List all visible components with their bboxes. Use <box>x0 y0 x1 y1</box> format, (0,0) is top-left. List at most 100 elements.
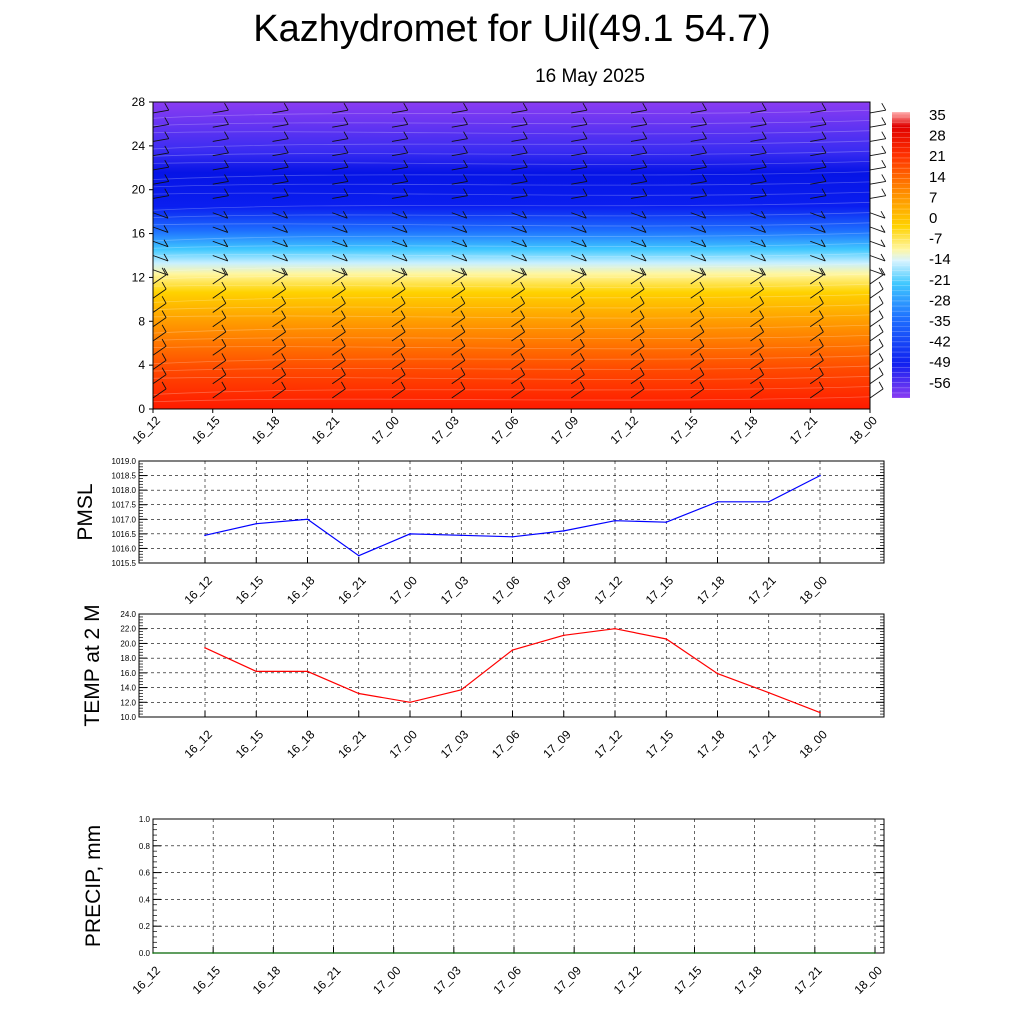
wind-barb-flag <box>818 367 824 375</box>
profile-xtick-label: 17_21 <box>787 413 821 447</box>
wind-barb-flag <box>161 310 167 318</box>
contour-line <box>152 120 871 126</box>
wind-barb-flag <box>579 338 585 347</box>
wind-barb <box>570 345 585 356</box>
wind-barb <box>630 152 647 157</box>
wind-barb <box>511 181 528 185</box>
wind-barb-flag <box>761 268 766 276</box>
wind-barb <box>511 274 525 285</box>
contour-line <box>152 324 871 334</box>
wind-barb-flag <box>221 281 227 290</box>
wind-barb <box>391 255 408 262</box>
wind-barb <box>869 181 886 185</box>
wind-barb <box>809 388 824 399</box>
wind-barb-flag <box>582 188 588 196</box>
wind-barb-flag <box>820 268 826 276</box>
wind-barb <box>272 359 286 370</box>
wind-barb <box>212 123 229 128</box>
wind-barb <box>332 195 349 199</box>
wind-barb <box>212 212 228 219</box>
contour-line <box>152 263 871 273</box>
wind-barb-flag <box>402 210 408 219</box>
wind-barb <box>690 123 707 128</box>
precip-data-point <box>152 952 154 954</box>
wind-barb-flag <box>460 324 466 333</box>
temp-xtick-label: 17_09 <box>540 727 574 761</box>
wind-barb <box>750 345 764 356</box>
wind-barb-flag <box>164 159 170 168</box>
wind-barb-flag <box>460 381 466 390</box>
pmsl-data-point <box>460 534 463 537</box>
wind-barb <box>750 317 764 328</box>
wind-barb-flag <box>283 145 289 154</box>
wind-barb-flag <box>400 310 406 318</box>
contour-line <box>152 253 871 258</box>
wind-barb-flag <box>880 253 886 262</box>
wind-barb-flag <box>818 381 824 390</box>
contour-line <box>152 130 871 135</box>
wind-barb-flag <box>281 381 286 390</box>
wind-barb-flag <box>460 296 466 304</box>
wind-barb-flag <box>221 324 227 333</box>
wind-barb-flag <box>281 353 286 361</box>
wind-barb-flag <box>761 102 767 111</box>
wind-barb-flag <box>878 353 884 361</box>
wind-barb-flag <box>522 102 528 111</box>
wind-barb-flag <box>463 188 468 196</box>
wind-barb-flag <box>342 268 348 276</box>
temp-xtick-label: 16_15 <box>233 727 267 761</box>
wind-barb-flag <box>699 267 705 276</box>
colorbar-label: -42 <box>929 334 951 351</box>
wind-barb <box>570 388 585 399</box>
wind-barb-flag <box>221 296 227 304</box>
temp-xtick-label: 17_15 <box>643 727 677 761</box>
wind-barb-flag <box>223 268 229 276</box>
precip-xtick-label: 16_15 <box>190 963 224 997</box>
wind-barb-flag <box>460 338 466 347</box>
wind-barb <box>152 255 169 262</box>
wind-barb-flag <box>223 239 229 247</box>
wind-barb-flag <box>403 174 409 182</box>
temp-data-point <box>460 688 463 691</box>
colorbar: 35 28 21 14 7 0 -7 -14 -21 -28 -35 -42 -49 -56 <box>892 107 951 399</box>
wind-barb <box>212 269 228 276</box>
wind-barb <box>451 302 466 313</box>
wind-barb-flag <box>881 145 887 154</box>
wind-barb-flag <box>224 102 229 111</box>
wind-barb <box>332 152 349 157</box>
wind-barb <box>750 274 764 285</box>
temp-data-point <box>255 670 258 673</box>
wind-barb <box>272 388 286 399</box>
chart-subtitle: 16 May 2025 <box>535 66 645 87</box>
wind-barb-flag <box>821 174 827 182</box>
wind-barb-flag <box>702 145 707 154</box>
temp-ytick-label: 20.0 <box>120 639 136 648</box>
wind-barb-flag <box>462 210 468 219</box>
precip-data-point <box>693 952 696 954</box>
precip-ytick-label: 0.6 <box>139 869 151 878</box>
wind-barb <box>511 269 527 276</box>
temp-xtick-label: 17_06 <box>489 727 523 761</box>
wind-barb <box>212 374 227 385</box>
wind-barb-flag <box>283 159 289 168</box>
colorbar-label: -28 <box>929 292 951 309</box>
wind-barb <box>869 331 884 342</box>
precip-frame <box>152 818 885 954</box>
wind-barb-flag <box>520 324 525 333</box>
wind-barb <box>750 226 766 233</box>
wind-barb-flag <box>223 253 229 262</box>
temp-ytick-label: 22.0 <box>120 625 136 634</box>
wind-barb-flag <box>761 131 767 139</box>
wind-barb-flag <box>343 159 349 168</box>
wind-barb <box>391 181 408 185</box>
colorbar-label: -56 <box>929 375 951 392</box>
wind-barb-flag <box>581 268 587 276</box>
wind-barb <box>750 288 764 299</box>
wind-barb-flag <box>460 281 466 290</box>
colorbar-label: 28 <box>929 128 946 145</box>
wind-barb <box>571 138 588 142</box>
wind-barb <box>869 255 886 262</box>
wind-barb-flag <box>702 174 707 182</box>
wind-barb <box>750 166 767 171</box>
wind-barb <box>690 166 707 171</box>
